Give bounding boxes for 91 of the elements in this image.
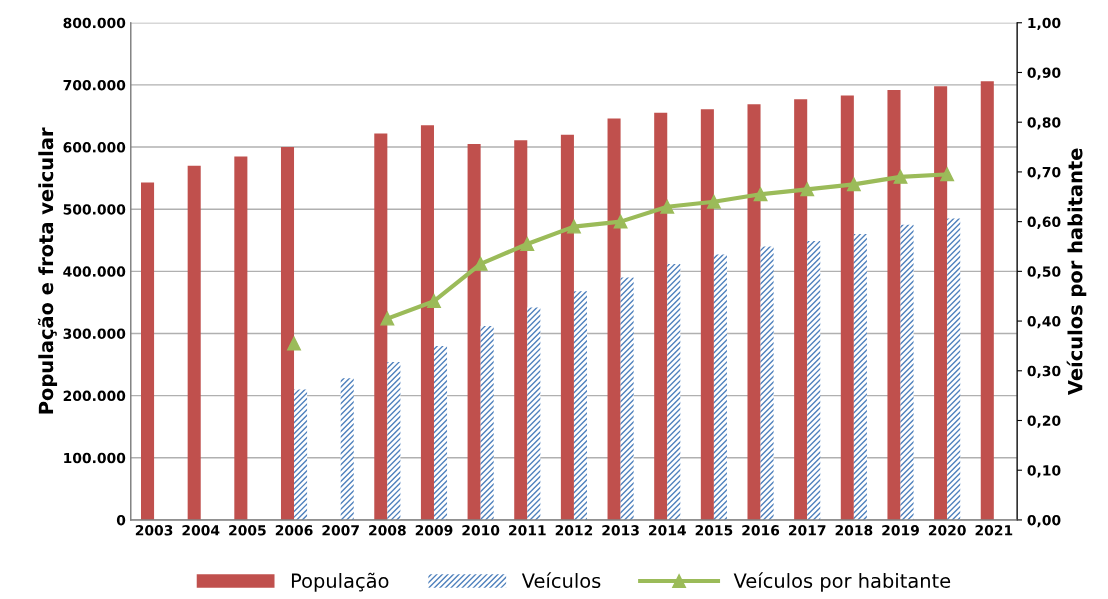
x-tick-label: 2014	[649, 525, 686, 536]
bar	[900, 224, 914, 520]
point	[287, 336, 301, 351]
x-tick-label: 2009	[415, 525, 453, 536]
bar	[387, 362, 401, 520]
x-tick-label: 2007	[322, 525, 359, 536]
bar	[620, 277, 634, 520]
y-tick-label: 300.000	[63, 328, 126, 339]
point	[940, 167, 955, 182]
y-tick-label: 500.000	[63, 204, 126, 215]
point	[753, 187, 768, 202]
point	[520, 237, 535, 251]
bar	[187, 165, 201, 520]
x-tick-label: 2017	[788, 525, 826, 536]
point	[893, 169, 908, 184]
y-axis-title: População e frota veicular	[37, 127, 58, 414]
point	[706, 194, 721, 209]
bar	[760, 246, 774, 520]
point	[427, 294, 441, 309]
bar	[340, 378, 354, 520]
bar	[853, 234, 867, 520]
y-tick-label: 400.000	[63, 266, 126, 277]
bar	[887, 89, 901, 520]
y2-tick-label: 0,60	[1027, 216, 1061, 229]
y2-tick-label: 0,70	[1027, 166, 1061, 180]
y-tick-label: 800.000	[63, 17, 126, 29]
legend-label: População	[291, 572, 389, 592]
bar	[934, 86, 948, 520]
y-tick-label: 200.000	[63, 390, 126, 402]
y2-tick-label: 0,80	[1027, 117, 1061, 130]
bar	[980, 81, 994, 520]
point	[566, 219, 581, 234]
bar	[700, 109, 714, 520]
x-tick-label: 2018	[835, 525, 873, 536]
bar	[374, 133, 388, 520]
legend-label: Veículos	[521, 572, 601, 589]
y2-axis-title: Veículos por habitante	[1066, 148, 1087, 395]
bar	[433, 345, 448, 520]
bar	[234, 156, 248, 520]
point	[380, 311, 395, 326]
point	[473, 256, 488, 271]
legend-label: Veículos por habitante	[733, 572, 951, 592]
y2-tick-label: 1,00	[1028, 17, 1061, 31]
bar	[294, 389, 308, 520]
y2-tick-label: 0,40	[1027, 316, 1061, 329]
x-tick-label: 2015	[695, 525, 733, 536]
bar	[280, 147, 295, 520]
bar	[607, 118, 621, 520]
x-tick-label: 2004	[182, 525, 220, 536]
y-tick-label: 0	[116, 514, 126, 526]
y-tick-label: 700.000	[63, 79, 126, 91]
y2-tick-label: 0,00	[1027, 514, 1061, 528]
x-tick-label: 2006	[275, 525, 313, 536]
bar	[141, 182, 155, 520]
y2-tick-label: 0,10	[1027, 465, 1061, 478]
bar	[573, 291, 588, 520]
x-tick-label: 2005	[229, 525, 266, 536]
y2-tick-label: 0,50	[1027, 266, 1061, 279]
x-tick-label: 2012	[555, 525, 593, 536]
bar	[420, 125, 434, 520]
bar	[560, 134, 574, 520]
bar	[480, 326, 494, 520]
point	[846, 177, 861, 192]
x-tick-label: 2013	[602, 525, 639, 536]
bar	[794, 99, 808, 520]
point	[613, 214, 628, 229]
y2-tick-label: 0,20	[1027, 415, 1061, 428]
bar	[807, 240, 821, 520]
bar	[713, 254, 727, 520]
bar	[667, 263, 681, 520]
point	[800, 182, 815, 197]
x-tick-label: 2011	[509, 525, 546, 536]
x-tick-label: 2016	[742, 525, 780, 536]
y-tick-label: 600.000	[63, 142, 126, 153]
bar	[654, 112, 668, 520]
x-tick-label: 2021	[975, 525, 1013, 536]
x-tick-label: 2020	[928, 525, 966, 536]
x-tick-label: 2019	[882, 525, 919, 536]
y2-tick-label: 0,30	[1027, 365, 1061, 379]
x-tick-label: 2003	[135, 525, 173, 536]
bar	[840, 95, 854, 520]
point	[660, 199, 675, 214]
y-tick-label: 100.000	[64, 452, 126, 464]
x-tick-label: 2010	[462, 525, 500, 536]
y2-tick-label: 0,90	[1027, 67, 1061, 80]
x-tick-label: 2008	[369, 525, 406, 536]
bar	[467, 143, 481, 520]
bar	[514, 140, 528, 520]
bar	[527, 307, 541, 520]
bar	[747, 104, 761, 520]
bar	[947, 218, 961, 520]
